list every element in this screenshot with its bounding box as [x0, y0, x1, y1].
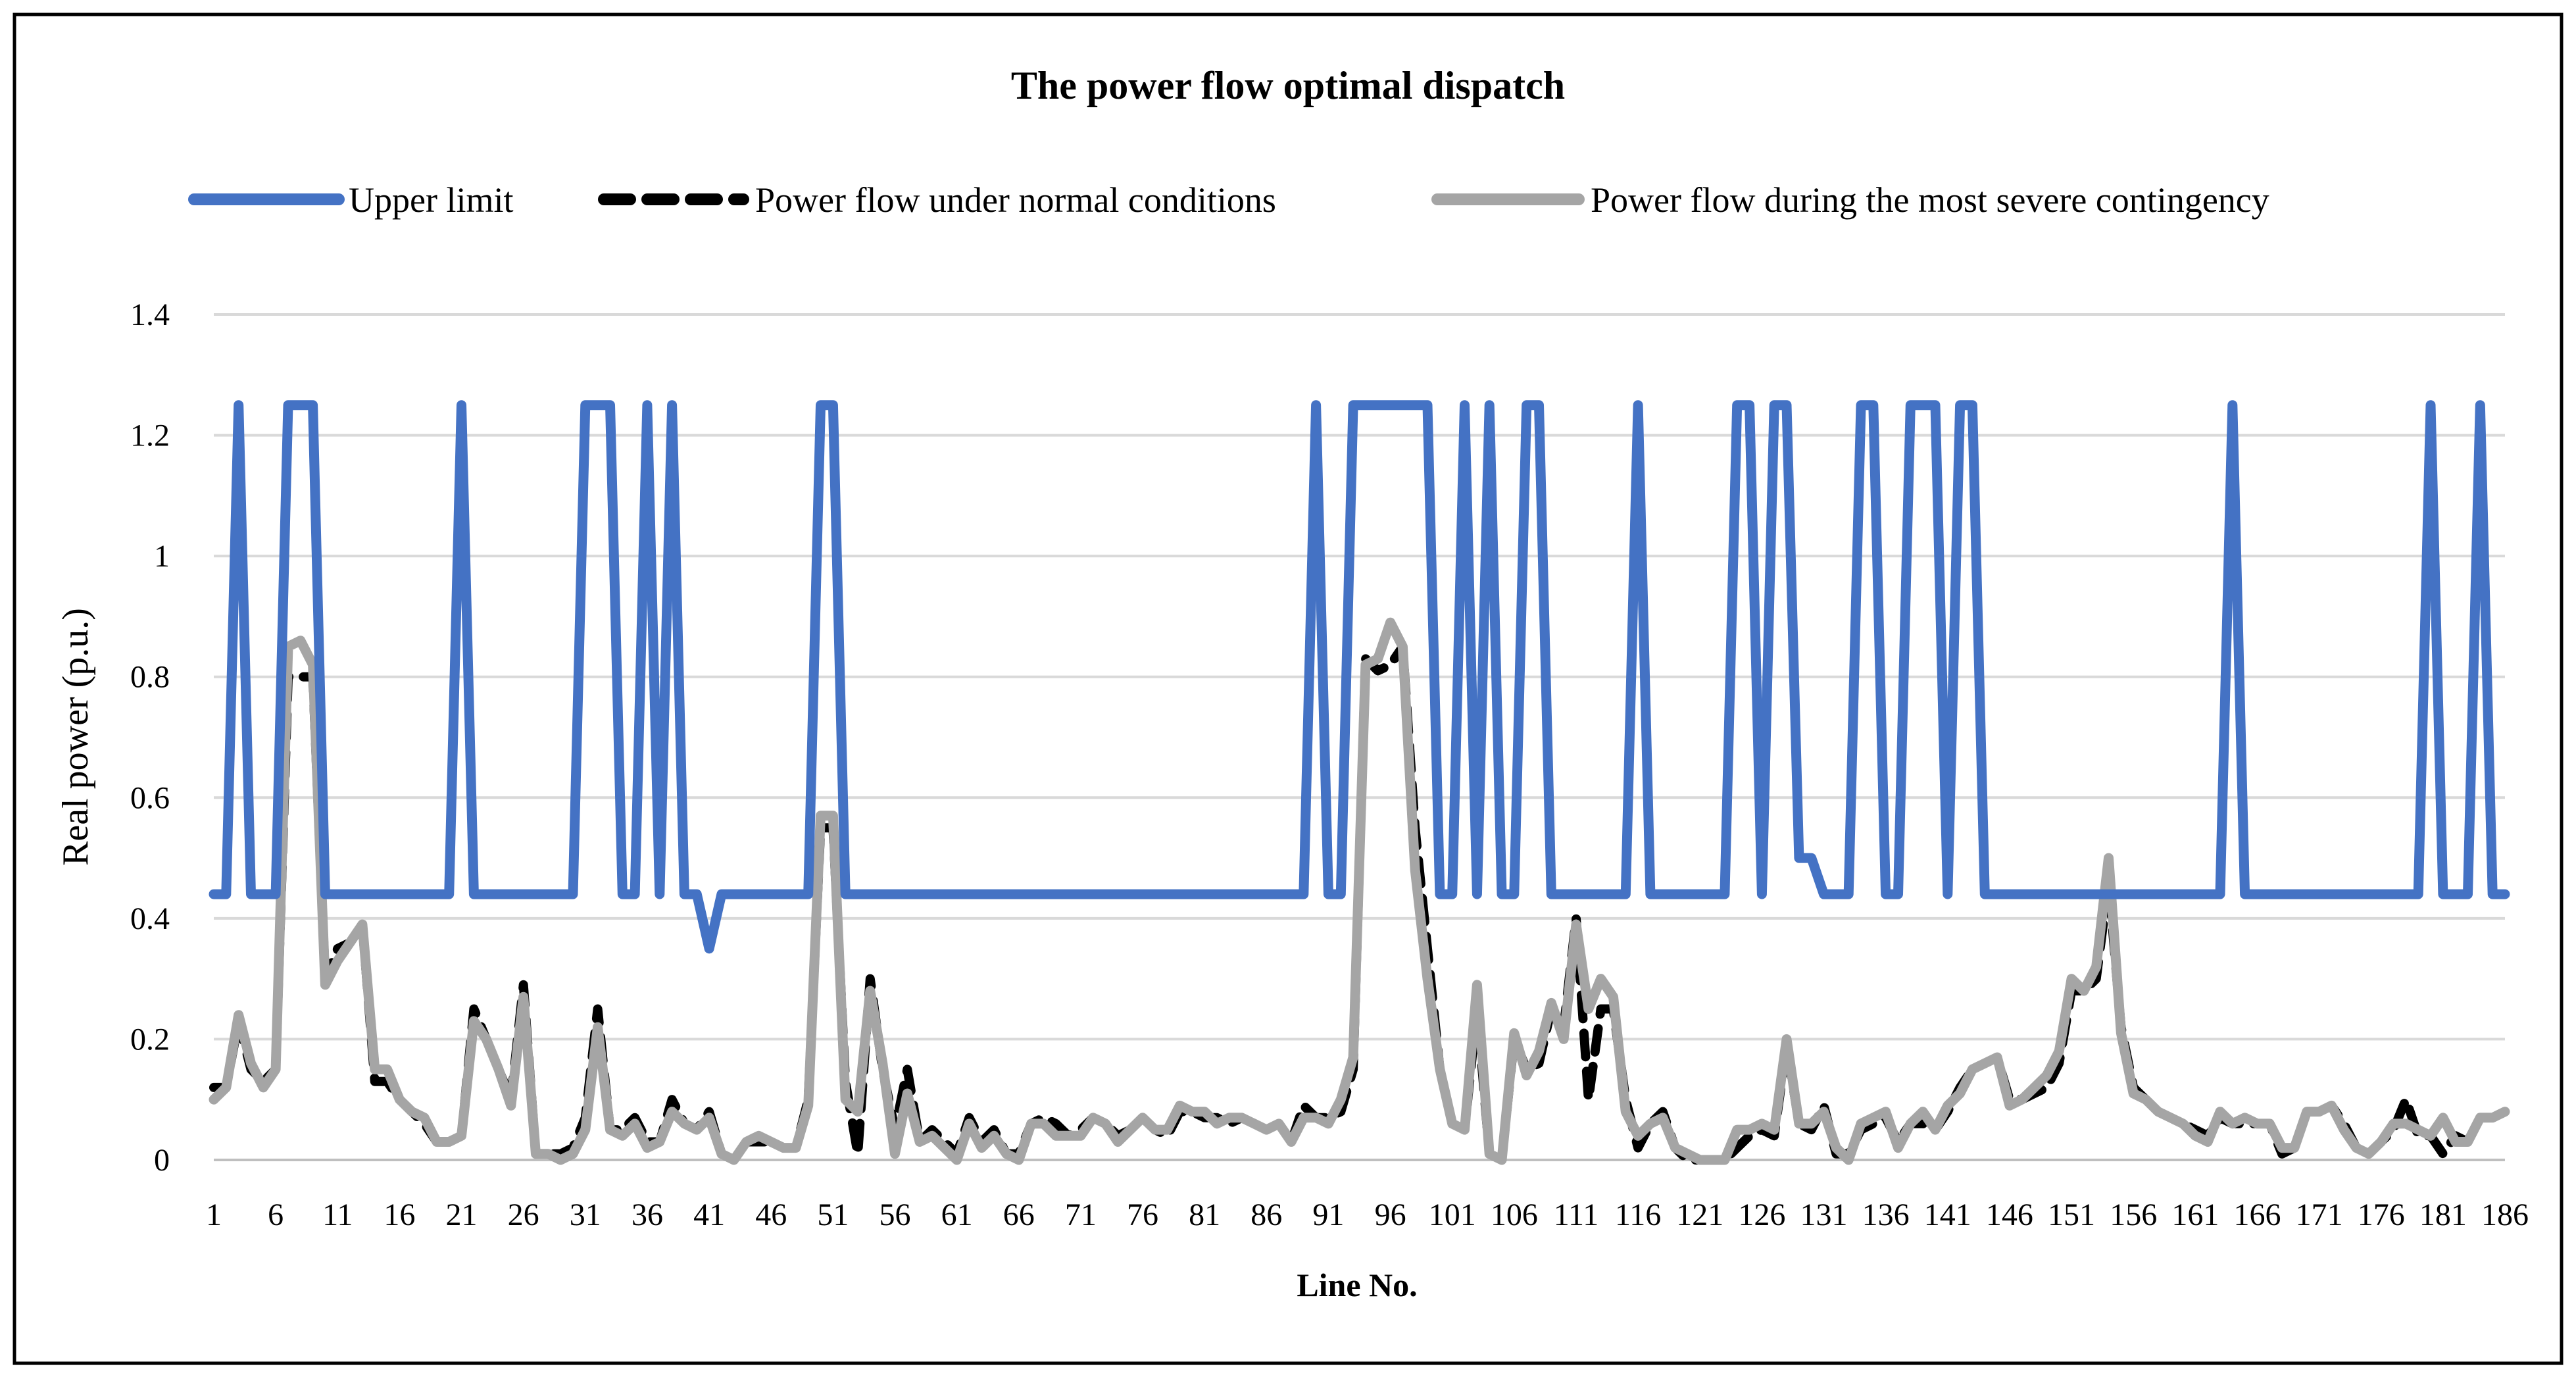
x-tick-label: 26	[508, 1197, 539, 1232]
x-tick-label: 56	[879, 1197, 910, 1232]
legend-label-upper-limit: Upper limit	[349, 180, 513, 220]
x-tick-label: 36	[632, 1197, 663, 1232]
x-tick-label: 51	[817, 1197, 849, 1232]
y-tick-label: 0.2	[130, 1022, 170, 1057]
x-tick-label: 141	[1924, 1197, 1971, 1232]
x-tick-label: 66	[1003, 1197, 1035, 1232]
x-tick-label: 156	[2110, 1197, 2157, 1232]
y-tick-label: 0.6	[130, 780, 170, 815]
legend: Upper limit Power flow under normal cond…	[188, 180, 2269, 220]
chart-title: The power flow optimal dispatch	[1011, 64, 1565, 107]
y-tick-label: 0.8	[130, 660, 170, 695]
x-tick-label: 71	[1065, 1197, 1097, 1232]
y-tick-label: 1.4	[130, 297, 170, 332]
series-layer	[209, 400, 2510, 1165]
x-tick-label: 21	[446, 1197, 478, 1232]
x-tick-label: 11	[322, 1197, 353, 1232]
x-tick-label: 46	[755, 1197, 787, 1232]
legend-label-contingency: Power flow during the most severe contin…	[1591, 180, 2269, 220]
x-tick-label: 171	[2296, 1197, 2343, 1232]
y-axis-ticks: 0 0.2 0.4 0.6 0.8 1 1.2 1.4	[130, 297, 170, 1178]
x-tick-label: 166	[2233, 1197, 2281, 1232]
legend-item-contingency: Power flow during the most severe contin…	[1431, 180, 2269, 220]
y-tick-label: 0	[154, 1143, 170, 1178]
x-tick-label: 86	[1251, 1197, 1282, 1232]
x-tick-label: 31	[570, 1197, 601, 1232]
x-tick-label: 101	[1429, 1197, 1476, 1232]
x-tick-label: 1	[206, 1197, 222, 1232]
x-tick-label: 81	[1189, 1197, 1220, 1232]
x-tick-label: 61	[941, 1197, 973, 1232]
x-tick-label: 121	[1676, 1197, 1723, 1232]
x-tick-label: 131	[1800, 1197, 1848, 1232]
y-tick-label: 0.4	[130, 901, 170, 936]
x-tick-label: 151	[2048, 1197, 2095, 1232]
x-tick-label: 126	[1738, 1197, 1785, 1232]
x-tick-label: 161	[2171, 1197, 2219, 1232]
legend-item-upper-limit: Upper limit	[188, 180, 513, 220]
x-tick-label: 41	[693, 1197, 725, 1232]
x-tick-label: 136	[1862, 1197, 1910, 1232]
x-tick-label: 181	[2419, 1197, 2467, 1232]
x-axis-ticks: 1 6 11 16 21 26 31 36 41 46 51 56 61 66 71 76 81 86 91 96 10…	[206, 1197, 2529, 1232]
y-axis-title: Real power (p.u.)	[55, 608, 96, 866]
x-axis-title: Line No.	[1297, 1267, 1417, 1303]
x-tick-label: 96	[1375, 1197, 1406, 1232]
x-tick-label: 6	[268, 1197, 284, 1232]
x-tick-label: 116	[1615, 1197, 1661, 1232]
x-tick-label: 106	[1491, 1197, 1538, 1232]
series-line-upper-limit	[209, 400, 2510, 954]
legend-item-normal: Power flow under normal conditions	[598, 180, 1276, 220]
x-tick-label: 176	[2358, 1197, 2405, 1232]
x-tick-label: 16	[384, 1197, 415, 1232]
x-tick-label: 76	[1127, 1197, 1158, 1232]
y-tick-label: 1	[154, 539, 170, 574]
y-tick-label: 1.2	[130, 418, 170, 453]
legend-label-normal: Power flow under normal conditions	[755, 180, 1276, 220]
x-tick-label: 91	[1312, 1197, 1344, 1232]
x-tick-label: 186	[2481, 1197, 2529, 1232]
series-line-contingency	[209, 617, 2510, 1165]
x-tick-label: 146	[1986, 1197, 2033, 1232]
x-tick-label: 111	[1554, 1197, 1598, 1232]
